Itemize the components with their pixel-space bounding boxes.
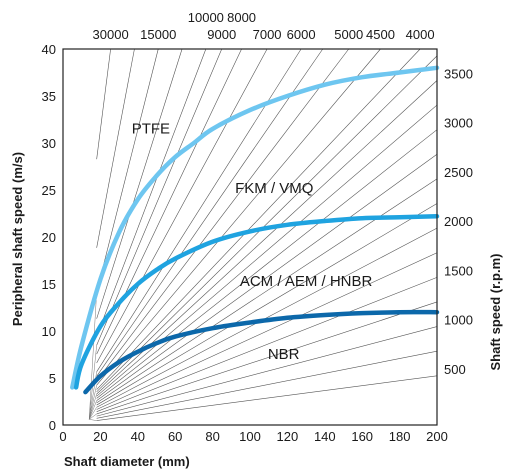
region-label: ACM / AEM / HNBR [240, 273, 373, 290]
rpm-line-3750 [96, 55, 438, 392]
rpm-top-tick-label: 4000 [406, 27, 435, 42]
x-tick-label: 160 [351, 429, 373, 444]
rpm-line-2000 [96, 227, 438, 408]
rpm-line-30000 [96, 48, 111, 160]
rpm-hub-ray [88, 292, 97, 420]
rpm-line-2250 [96, 203, 438, 406]
rpm-line-5500 [96, 48, 323, 377]
rpm-line-3250 [96, 104, 438, 397]
rpm-hub-ray [88, 385, 97, 420]
rpm-right-tick-label: 1500 [444, 263, 473, 278]
rpm-top-tick-label: 7000 [253, 27, 282, 42]
series-layer [70, 65, 440, 395]
y-tick-label: 25 [42, 183, 56, 198]
x-tick-label: 100 [239, 429, 261, 444]
rpm-hub-ray [88, 400, 97, 420]
rpm-top-tick-label: 4500 [366, 27, 395, 42]
rpm-line-20000 [96, 48, 135, 248]
rpm-line-3500 [96, 80, 438, 395]
rpm-line-1250 [96, 301, 438, 415]
rpm-line-5000 [96, 48, 349, 381]
plot-frame [62, 48, 438, 426]
rpm-line-1500 [96, 277, 438, 412]
rpm-line-1000 [96, 326, 438, 417]
series-ptfe [70, 65, 440, 390]
x-axis-title: Shaft diameter (mm) [64, 454, 190, 469]
rpm-top-tick-label: 5000 [334, 27, 363, 42]
rpm-hub-ray [88, 393, 97, 420]
y-axis-title: Peripheral shaft speed (m/s) [10, 152, 25, 326]
rpm-right-tick-label: 1000 [444, 313, 473, 328]
y-tick-label: 40 [42, 42, 56, 57]
x-tick-label: 80 [205, 429, 219, 444]
y-tick-label: 35 [42, 89, 56, 104]
rpm-top-tick-label: 6000 [287, 27, 316, 42]
rpm-hub-ray [88, 407, 97, 420]
rpm-fan-lines [88, 48, 438, 421]
rpm-line-4000 [96, 48, 421, 390]
rpm-line-750 [96, 350, 438, 419]
rpm-line-3000 [96, 129, 438, 399]
series-nbr [83, 309, 440, 395]
rpm-line-4500 [96, 48, 381, 386]
rpm-top-tick-label: 9000 [207, 27, 236, 42]
rpm-hub-ray [89, 419, 97, 421]
y-tick-label: 0 [49, 418, 56, 433]
rpm-top-tick-label: 15000 [140, 27, 176, 42]
labels-layer: 0 20 40 60 80 100 120 140 160 180 2000510152025303… [42, 10, 473, 444]
x-tick-label: 20 [93, 429, 107, 444]
y-tick-label: 15 [42, 277, 56, 292]
rpm-line-2750 [96, 154, 438, 401]
rpm-line-1750 [96, 252, 438, 410]
rpm-right-tick-label: 2500 [444, 165, 473, 180]
rpm-line-10000 [96, 48, 207, 337]
rpm-right-tick-label: 500 [444, 362, 466, 377]
x-tick-label: 60 [168, 429, 182, 444]
x-tick-label: 40 [131, 429, 145, 444]
region-label: FKM / VMQ [235, 180, 313, 197]
rpm-line-500 [96, 375, 438, 421]
x-tick-label: 0 [59, 429, 66, 444]
x-tick-label: 200 [426, 429, 448, 444]
rpm-line-9000 [96, 48, 223, 346]
series-fkm-vmq [73, 214, 440, 390]
y-tick-label: 30 [42, 136, 56, 151]
rpm-line-15000 [96, 48, 159, 293]
x-tick-label: 120 [277, 429, 299, 444]
rpm-line-12000 [96, 48, 183, 319]
region-label: PTFE [132, 121, 170, 138]
rpm-top-tick-label: 30000 [93, 27, 129, 42]
rpm-right-tick-label: 3500 [444, 66, 473, 81]
y-tick-label: 10 [42, 324, 56, 339]
x-tick-label: 140 [314, 429, 336, 444]
x-tick-label: 180 [389, 429, 411, 444]
rpm-top-tick-label-upper: 10000 [188, 10, 224, 25]
y-tick-label: 20 [42, 230, 56, 245]
y2-axis-title: Shaft speed (r.p.m) [488, 253, 503, 370]
rpm-right-tick-label: 2000 [444, 214, 473, 229]
region-label: NBR [268, 346, 300, 363]
rpm-hub-ray [89, 413, 97, 420]
y-tick-label: 5 [49, 371, 56, 386]
rpm-line-7000 [96, 48, 268, 364]
rpm-right-tick-label: 3000 [444, 116, 473, 131]
rpm-top-tick-label-upper: 8000 [227, 10, 256, 25]
